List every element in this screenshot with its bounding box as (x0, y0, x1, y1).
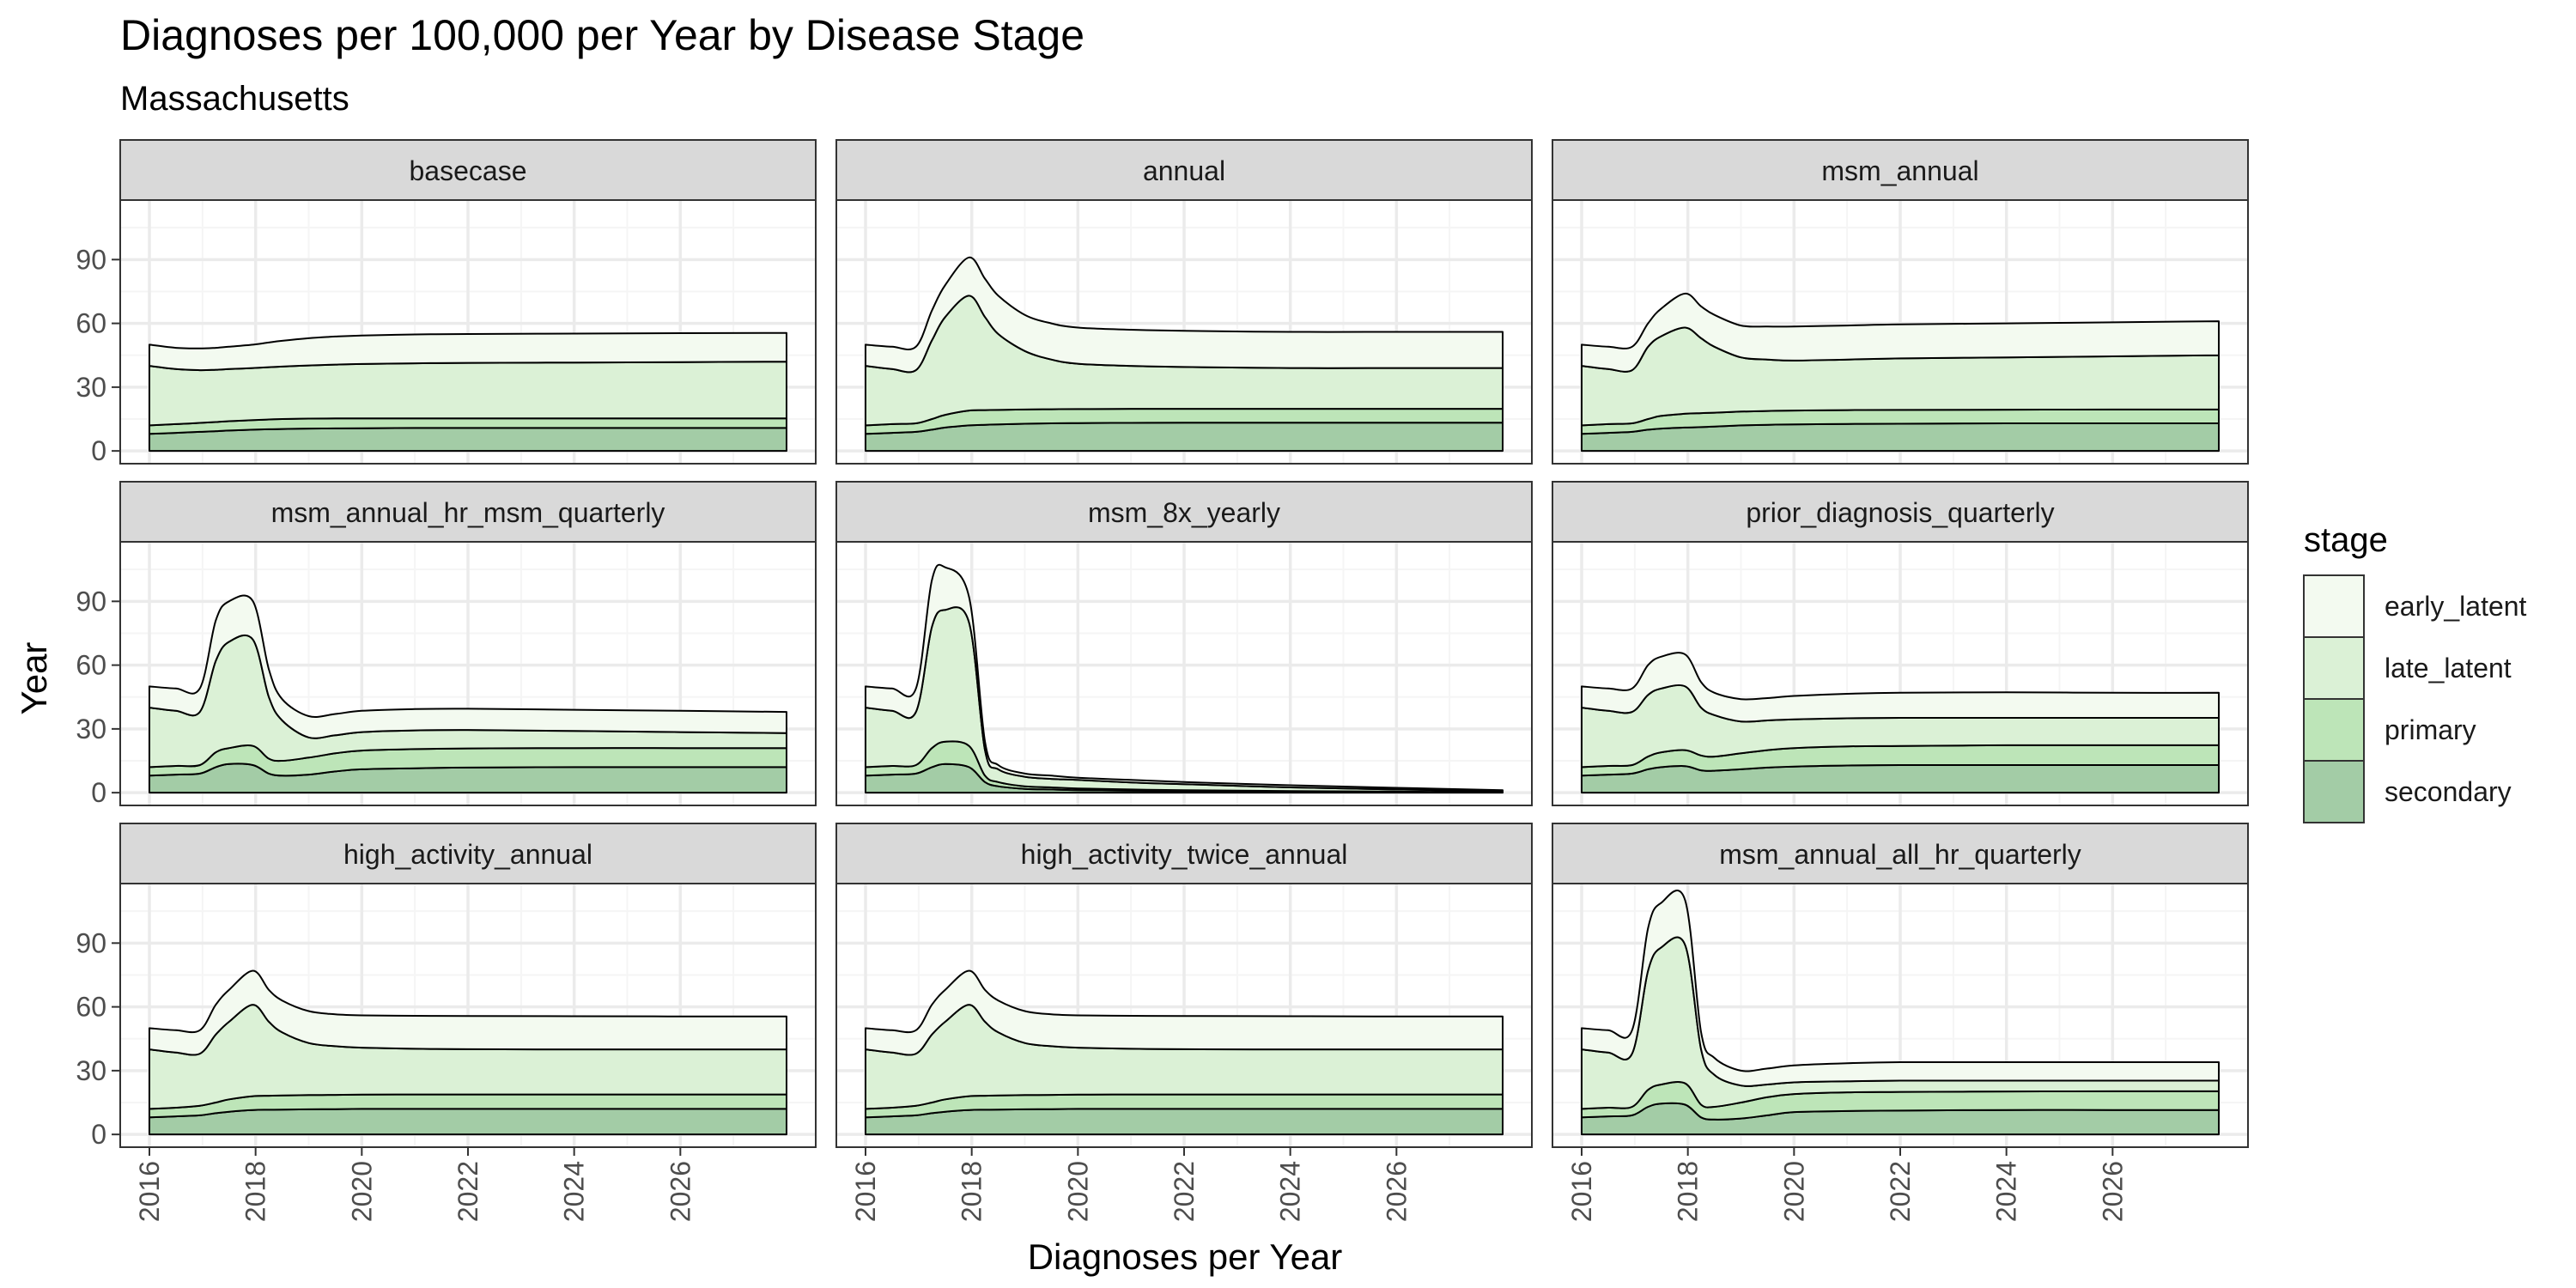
legend-label: late_latent (2385, 653, 2512, 683)
x-axis-label: Diagnoses per Year (1028, 1236, 1343, 1277)
panel-border (119, 541, 817, 806)
y-tick-label: 30 (76, 372, 106, 403)
facet-strip (1552, 481, 2249, 543)
facet-strip (1552, 823, 2249, 884)
area-secondary (149, 1108, 787, 1136)
y-tick-label: 60 (76, 308, 106, 339)
x-tick-label: 2018 (240, 1161, 271, 1222)
facet-strip-label: high_activity_annual (343, 839, 592, 870)
y-tick-label: 60 (76, 650, 106, 681)
x-tick-label: 2026 (665, 1161, 696, 1222)
legend-label: secondary (2385, 776, 2512, 807)
facet-panel: msm_annual (1552, 139, 2249, 465)
x-tick-label: 2016 (134, 1161, 165, 1222)
area-early-latent (1581, 652, 2220, 723)
x-tick-label: 2022 (453, 1161, 483, 1222)
y-axis-label: Year (14, 642, 54, 715)
x-tick-label: 2018 (1673, 1161, 1704, 1222)
y-tick-label: 0 (91, 435, 106, 466)
facet-strip-label: prior_diagnosis_quarterly (1746, 497, 2054, 528)
y-tick-label: 90 (76, 927, 106, 958)
y-tick-label: 90 (76, 244, 106, 275)
facet-panel: msm_annual_hr_msm_quarterly 0 30 60 90 (76, 481, 817, 808)
legend-title: stage (2304, 521, 2388, 559)
facet-panel: annual (835, 139, 1533, 465)
panel-border (835, 541, 1533, 806)
area-early-latent (149, 331, 787, 372)
x-tick-label: 2026 (1381, 1161, 1412, 1222)
facet-strip-label: msm_annual_all_hr_quarterly (1719, 839, 2081, 870)
x-tick-label: 2020 (1062, 1161, 1093, 1222)
legend-key-late-latent (2303, 636, 2365, 700)
area-early-latent (865, 256, 1504, 374)
facet-strip-label: msm_8x_yearly (1088, 497, 1280, 528)
facet-panel: msm_8x_yearly (835, 481, 1533, 806)
y-tick-label: 0 (91, 1119, 106, 1150)
facet-strip-label: annual (1143, 155, 1225, 186)
y-tick-label: 30 (76, 1055, 106, 1086)
x-tick-label: 2024 (1991, 1161, 2022, 1222)
facet-strip (119, 823, 817, 884)
facet-panel: basecase 0 30 60 90 (76, 139, 817, 466)
facet-strip (835, 481, 1533, 543)
panel-border (835, 199, 1533, 465)
facet-strip (1552, 139, 2249, 201)
panel-border (1552, 199, 2249, 465)
x-tick-label: 2022 (1885, 1161, 1916, 1222)
legend-key-secondary (2303, 760, 2365, 823)
area-early-latent (149, 594, 787, 739)
facet-strip-label: basecase (410, 155, 527, 186)
facet-strip (835, 139, 1533, 201)
x-tick-label: 2016 (1566, 1161, 1597, 1222)
chart-subtitle: Massachusetts (120, 80, 349, 118)
legend-key-early-latent (2303, 574, 2365, 638)
area-secondary (149, 427, 787, 453)
facet-strip (119, 139, 817, 201)
legend-key-primary (2303, 698, 2365, 762)
facet-panel: high_activity_twice_annual 2016 2018 2020 20… (835, 823, 1533, 1222)
area-secondary (1581, 763, 2220, 794)
area-early-latent (1581, 890, 2220, 1087)
y-tick-label: 90 (76, 586, 106, 617)
area-early-latent (865, 969, 1504, 1056)
facet-strip (835, 823, 1533, 884)
panels-layer: basecase 0 30 60 90 annual msm_annual msm_annua… (76, 139, 2249, 1222)
area-secondary (865, 1108, 1504, 1136)
x-tick-label: 2018 (957, 1161, 987, 1222)
legend-label: early_latent (2385, 591, 2527, 622)
x-tick-label: 2024 (559, 1161, 590, 1222)
facet-strip-label: high_activity_twice_annual (1021, 839, 1348, 870)
facet-panel: msm_annual_all_hr_quarterly 2016 2018 2020 2… (1552, 823, 2249, 1222)
facet-strip-label: msm_annual (1821, 155, 1978, 186)
panel-border (1552, 541, 2249, 806)
x-tick-label: 2024 (1275, 1161, 1306, 1222)
facet-panel: prior_diagnosis_quarterly (1552, 481, 2249, 806)
area-early-latent (149, 969, 787, 1056)
area-late-latent (149, 361, 787, 427)
area-early-latent (865, 563, 1504, 793)
facet-panel: high_activity_annual 0 30 60 90 2016 2018 2020 2… (76, 823, 817, 1222)
area-early-latent (1581, 292, 2220, 373)
x-tick-label: 2020 (1778, 1161, 1809, 1222)
chart-title: Diagnoses per 100,000 per Year by Diseas… (120, 11, 1084, 59)
y-tick-label: 30 (76, 714, 106, 744)
x-tick-label: 2020 (346, 1161, 377, 1222)
x-tick-label: 2022 (1169, 1161, 1200, 1222)
x-tick-label: 2016 (850, 1161, 881, 1222)
facet-strip-label: msm_annual_hr_msm_quarterly (271, 497, 665, 528)
y-tick-label: 0 (91, 777, 106, 808)
legend-label: primary (2385, 714, 2476, 745)
x-tick-label: 2026 (2097, 1161, 2128, 1222)
facet-strip (119, 481, 817, 543)
y-tick-label: 60 (76, 992, 106, 1023)
panel-border (119, 199, 817, 465)
